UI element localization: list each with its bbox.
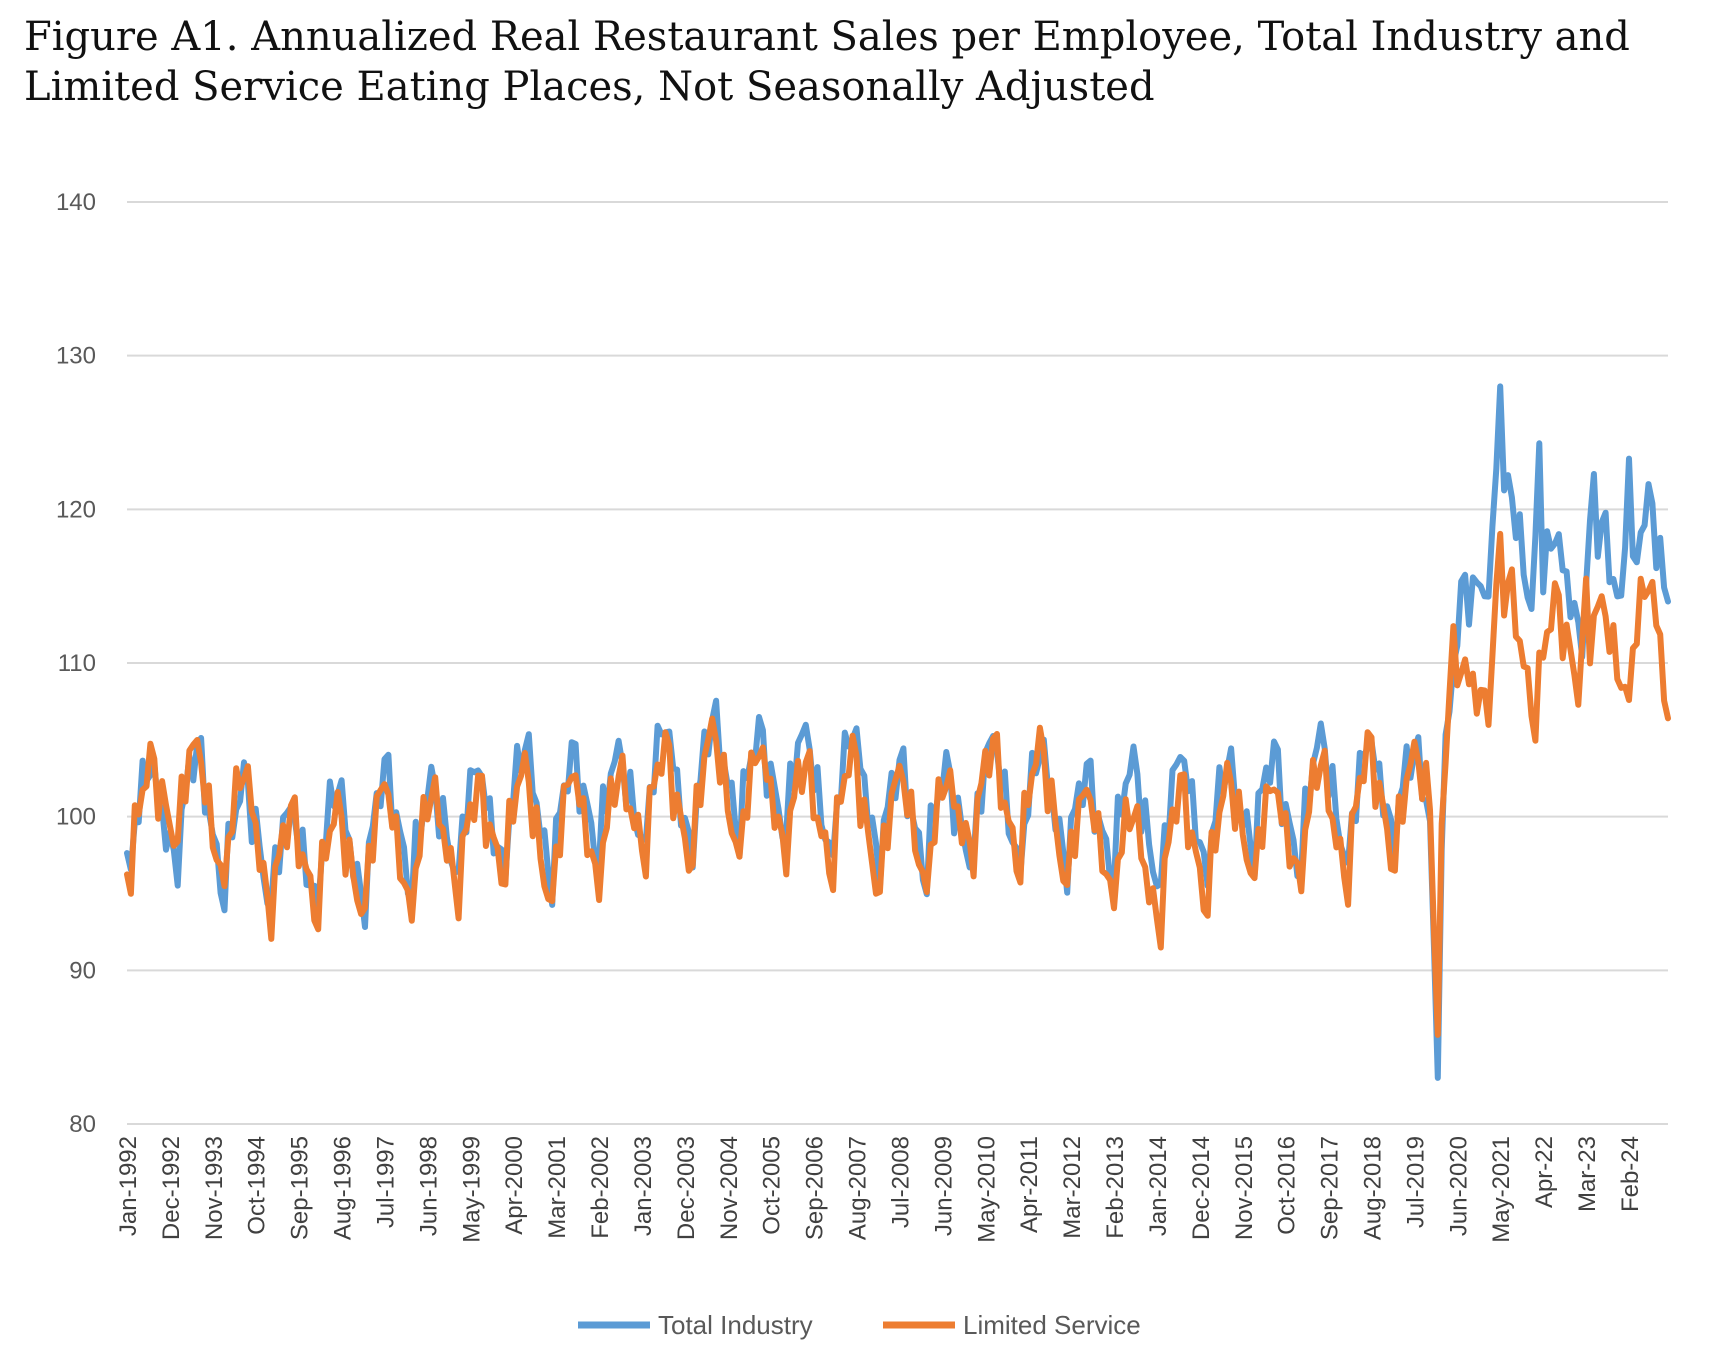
x-tick-label: Feb-2013 — [1102, 1136, 1129, 1239]
x-axis: Jan-1992 Dec-1992 Nov-1993 Oct-1994 Sep-1995… — [115, 1136, 1644, 1243]
x-tick-label: Oct-1994 — [244, 1136, 271, 1235]
x-tick-label: Feb-2002 — [587, 1136, 614, 1239]
x-tick-label: Apr-2011 — [1016, 1136, 1043, 1233]
x-tick-label: Nov-2015 — [1231, 1136, 1258, 1240]
gridlines — [127, 201, 1668, 1125]
x-tick-label: Jul-1997 — [372, 1136, 399, 1228]
legend-label: Total Industry — [658, 1310, 813, 1340]
y-tick-label: 80 — [69, 1111, 96, 1138]
x-tick-label: Feb-24 — [1617, 1136, 1644, 1212]
y-tick-label: 120 — [56, 496, 96, 523]
y-tick-label: 90 — [69, 957, 96, 984]
x-tick-label: Mar-2012 — [1059, 1136, 1086, 1239]
x-tick-label: Dec-2014 — [1188, 1136, 1215, 1240]
x-tick-label: Sep-2017 — [1317, 1136, 1344, 1240]
x-tick-label: Jun-2009 — [930, 1136, 957, 1236]
x-tick-label: May-2010 — [973, 1136, 1000, 1243]
x-tick-label: May-2021 — [1488, 1136, 1515, 1243]
legend-label: Limited Service — [963, 1310, 1141, 1340]
x-tick-label: May-1999 — [458, 1136, 485, 1243]
y-tick-label: 100 — [56, 804, 96, 831]
x-tick-label: Nov-2004 — [716, 1136, 743, 1240]
x-tick-label: Aug-2018 — [1360, 1136, 1387, 1240]
x-tick-label: Apr-2000 — [501, 1136, 528, 1235]
y-tick-label: 140 — [56, 189, 96, 216]
x-tick-label: Jun-2020 — [1445, 1136, 1472, 1236]
y-tick-label: 110 — [58, 650, 96, 677]
x-tick-label: Aug-1996 — [330, 1136, 357, 1240]
x-tick-label: Jul-2008 — [887, 1136, 914, 1228]
x-tick-label: Dec-1992 — [158, 1136, 185, 1240]
x-tick-label: Jan-2014 — [1145, 1136, 1172, 1236]
y-tick-label: 130 — [56, 343, 96, 370]
x-tick-label: Nov-1993 — [201, 1136, 228, 1240]
x-tick-label: Mar-2001 — [544, 1136, 571, 1239]
series-line-limited-service — [124, 530, 1671, 1038]
legend: Total Industry Limited Service — [578, 1310, 1141, 1340]
x-tick-label: Sep-2006 — [802, 1136, 829, 1240]
x-tick-label: Oct-2005 — [759, 1136, 786, 1235]
chart-title: Figure A1. Annualized Real Restaurant Sa… — [24, 14, 1630, 110]
x-tick-label: Oct-2016 — [1274, 1136, 1301, 1235]
x-tick-label: Dec-2003 — [673, 1136, 700, 1240]
series-lines — [124, 383, 1671, 1081]
x-tick-label: Jul-2019 — [1402, 1136, 1429, 1228]
x-tick-label: Jan-1992 — [115, 1136, 142, 1236]
x-tick-label: Mar-23 — [1574, 1136, 1601, 1212]
x-tick-label: Sep-1995 — [287, 1136, 314, 1240]
x-tick-label: Aug-2007 — [845, 1136, 872, 1240]
x-tick-label: Jan-2003 — [630, 1136, 657, 1236]
x-tick-label: Apr-22 — [1531, 1136, 1558, 1208]
y-axis: 80 90 100 110 120 130 140 — [56, 189, 96, 1138]
x-tick-label: Jun-1998 — [415, 1136, 442, 1236]
